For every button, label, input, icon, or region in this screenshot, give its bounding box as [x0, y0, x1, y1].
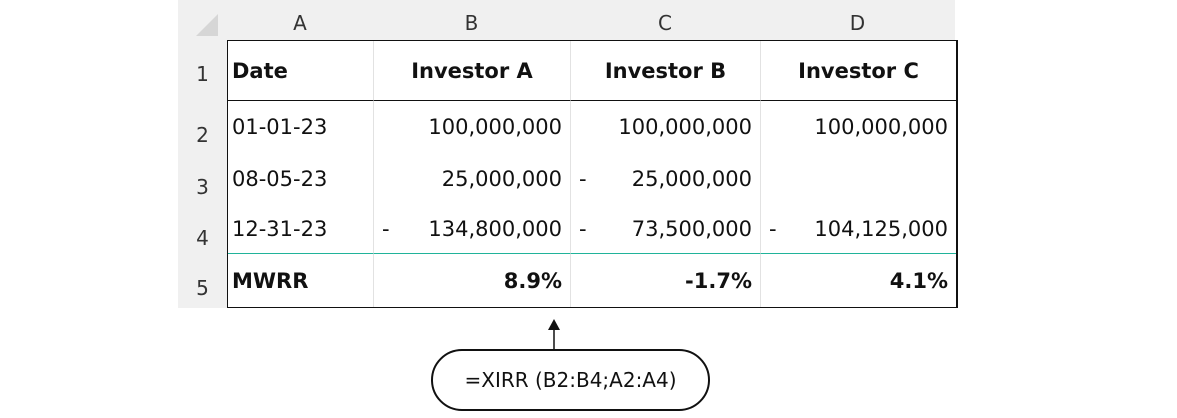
- cell-c4[interactable]: - 73,500,000: [571, 204, 761, 254]
- pointer-arrow-icon: [548, 319, 560, 351]
- cell-value: 104,125,000: [814, 216, 948, 241]
- table-row: MWRR 8.9% -1.7% 4.1%: [228, 254, 956, 307]
- select-all-triangle-icon: [196, 14, 218, 36]
- negative-sign: -: [579, 166, 587, 191]
- table-row: 08-05-23 25,000,000 - 25,000,000: [228, 153, 956, 204]
- row-header-4[interactable]: 4: [196, 226, 209, 250]
- cell-b4[interactable]: - 134,800,000: [374, 204, 571, 254]
- row-headers: 1 2 3 4 5: [178, 40, 227, 308]
- cell-b2[interactable]: 100,000,000: [374, 101, 571, 153]
- cell-value: 25,000,000: [631, 166, 752, 191]
- cell-a4[interactable]: 12-31-23: [228, 204, 374, 254]
- cell-c5[interactable]: -1.7%: [571, 254, 761, 307]
- cell-b3[interactable]: 25,000,000: [374, 153, 571, 204]
- cell-d4[interactable]: - 104,125,000: [761, 204, 956, 254]
- negative-sign: -: [382, 216, 390, 241]
- cell-b5[interactable]: 8.9%: [374, 254, 571, 307]
- row-header-2[interactable]: 2: [196, 123, 209, 147]
- cell-value: 73,500,000: [631, 216, 752, 241]
- cell-d5[interactable]: 4.1%: [889, 268, 948, 293]
- table-row: Date Investor A Investor B Investor C: [228, 41, 956, 101]
- table-row: 12-31-23 - 134,800,000 - 73,500,000 - 10…: [228, 204, 956, 254]
- negative-sign: -: [769, 216, 777, 241]
- column-headers: A B C D: [227, 0, 955, 40]
- cell-grid: Date Investor A Investor B Investor C 01…: [227, 40, 958, 308]
- cell-d3[interactable]: [761, 153, 956, 204]
- formula-callout: =XIRR (B2:B4;A2:A4): [431, 349, 710, 411]
- row-header-5[interactable]: 5: [196, 276, 209, 300]
- cell-c2[interactable]: 100,000,000: [571, 101, 761, 153]
- column-header-d[interactable]: D: [849, 11, 866, 35]
- cell-a5[interactable]: MWRR: [228, 254, 374, 307]
- column-header-b[interactable]: B: [464, 11, 479, 35]
- row-header-3[interactable]: 3: [196, 175, 209, 199]
- column-header-c[interactable]: C: [658, 11, 672, 35]
- row-header-1[interactable]: 1: [196, 62, 209, 86]
- cell-value: 134,800,000: [428, 216, 562, 241]
- table-row: 01-01-23 100,000,000 100,000,000 100,000…: [228, 101, 956, 153]
- cell-a2[interactable]: 01-01-23: [228, 101, 374, 153]
- cell-d1[interactable]: Investor C: [761, 41, 956, 101]
- cell-a3[interactable]: 08-05-23: [228, 153, 374, 204]
- cell-b1[interactable]: Investor A: [374, 41, 571, 101]
- column-header-a[interactable]: A: [293, 11, 307, 35]
- cell-a1[interactable]: Date: [228, 41, 374, 101]
- cell-d2[interactable]: 100,000,000: [814, 115, 948, 139]
- negative-sign: -: [579, 216, 587, 241]
- cell-c1[interactable]: Investor B: [571, 41, 761, 101]
- select-all-corner[interactable]: [178, 0, 227, 40]
- cell-c3[interactable]: - 25,000,000: [571, 153, 761, 204]
